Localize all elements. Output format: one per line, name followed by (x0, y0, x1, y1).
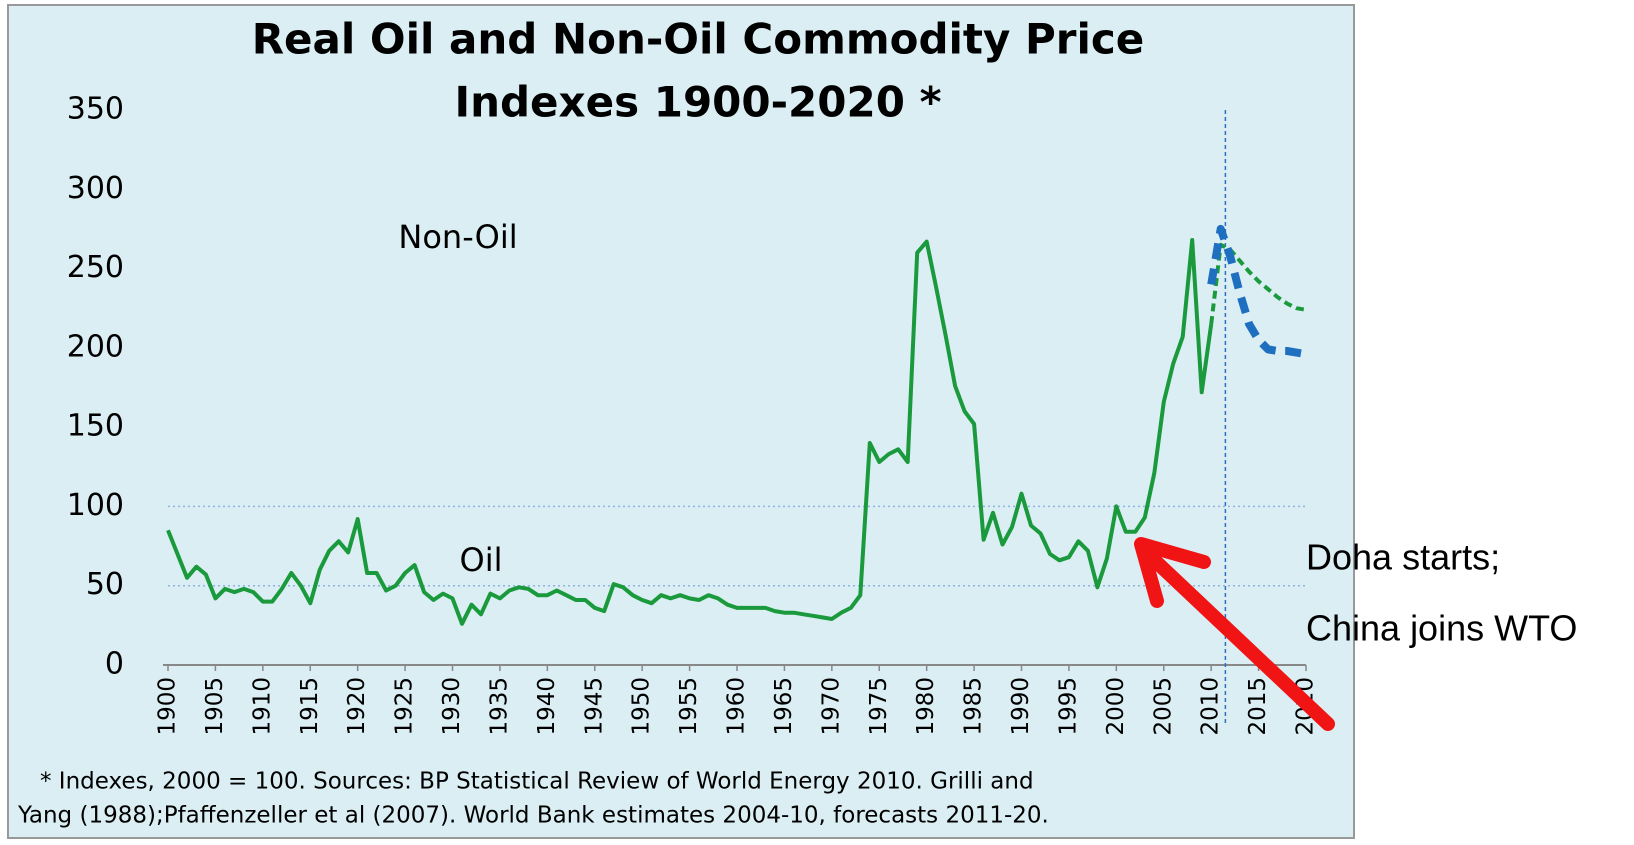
x-tick-label: 1925 (392, 677, 418, 736)
arrow (1134, 537, 1335, 731)
y-tick-label: 200 (67, 329, 124, 364)
x-tick-label: 1910 (249, 677, 275, 736)
x-tick-label: 2005 (1150, 677, 1176, 736)
y-tick-label: 50 (86, 567, 124, 602)
x-tick-label: 1945 (581, 677, 607, 736)
x-tick-label: 1955 (676, 677, 702, 736)
chart-title: Real Oil and Non-Oil Commodity Price (252, 15, 1145, 64)
chart-title: Indexes 1900-2020 * (454, 78, 941, 127)
x-tick-label: 1985 (961, 677, 987, 736)
series-label: Non-Oil (398, 218, 517, 256)
x-tick-label: 1930 (439, 677, 465, 736)
footnote: * Indexes, 2000 = 100. Sources: BP Stati… (40, 769, 1034, 795)
arrow-head (1134, 537, 1211, 608)
x-tick-label: 1995 (1055, 677, 1081, 736)
y-tick-label: 250 (67, 250, 124, 285)
series-line (1207, 224, 1307, 359)
x-tick-label: 1940 (534, 677, 560, 736)
x-tick-label: 1935 (486, 677, 512, 736)
x-tick-label: 2000 (1103, 677, 1129, 736)
footnote: Yang (1988);Pfaffenzeller et al (2007). … (17, 803, 1049, 829)
x-tick-label: 1980 (913, 677, 939, 736)
y-tick-label: 100 (67, 488, 124, 523)
plot-area: Real Oil and Non-Oil Commodity Price Ind… (17, 15, 1319, 829)
x-tick-label: 1920 (344, 677, 370, 736)
x-tick-label: 1915 (297, 677, 323, 736)
x-tick-label: 1975 (866, 677, 892, 736)
x-tick-label: 1960 (724, 677, 750, 736)
y-tick-label: 300 (67, 171, 124, 206)
annotation: China joins WTO (1306, 608, 1577, 649)
y-tick-label: 350 (67, 92, 124, 127)
y-tick-label: 0 (105, 647, 124, 682)
x-tick-label: 2015 (1245, 677, 1271, 736)
x-tick-label: 1990 (1008, 677, 1034, 736)
annotation: Doha starts; (1306, 537, 1500, 578)
chart-background (7, 4, 1355, 839)
series-line (166, 238, 1214, 626)
x-tick-label: 1905 (202, 677, 228, 736)
y-tick-label: 150 (67, 409, 124, 444)
x-tick-label: 2010 (1198, 677, 1224, 736)
series-label: Oil (460, 541, 503, 579)
x-tick-label: 1900 (155, 677, 181, 736)
series-line (1209, 242, 1307, 325)
x-tick-label: 1970 (818, 677, 844, 736)
arrow-shaft (1143, 549, 1335, 731)
x-tick-label: 1950 (629, 677, 655, 736)
x-tick-label: 1965 (771, 677, 797, 736)
